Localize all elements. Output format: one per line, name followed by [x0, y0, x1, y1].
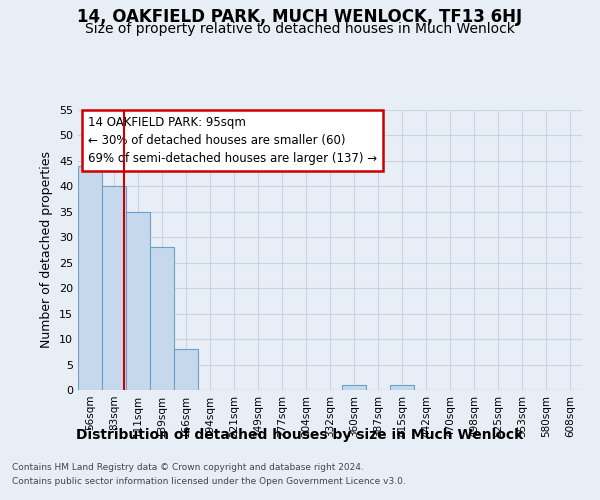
Text: Size of property relative to detached houses in Much Wenlock: Size of property relative to detached ho… — [85, 22, 515, 36]
Y-axis label: Number of detached properties: Number of detached properties — [40, 152, 53, 348]
Text: Contains HM Land Registry data © Crown copyright and database right 2024.: Contains HM Land Registry data © Crown c… — [12, 462, 364, 471]
Bar — [390, 385, 414, 390]
Bar — [342, 385, 366, 390]
Text: 14 OAKFIELD PARK: 95sqm
← 30% of detached houses are smaller (60)
69% of semi-de: 14 OAKFIELD PARK: 95sqm ← 30% of detache… — [88, 116, 377, 164]
Text: Contains public sector information licensed under the Open Government Licence v3: Contains public sector information licen… — [12, 478, 406, 486]
Bar — [150, 248, 174, 390]
Bar — [78, 166, 102, 390]
Text: 14, OAKFIELD PARK, MUCH WENLOCK, TF13 6HJ: 14, OAKFIELD PARK, MUCH WENLOCK, TF13 6H… — [77, 8, 523, 26]
Bar — [126, 212, 150, 390]
Text: Distribution of detached houses by size in Much Wenlock: Distribution of detached houses by size … — [76, 428, 524, 442]
Bar — [174, 350, 198, 390]
Bar — [102, 186, 126, 390]
